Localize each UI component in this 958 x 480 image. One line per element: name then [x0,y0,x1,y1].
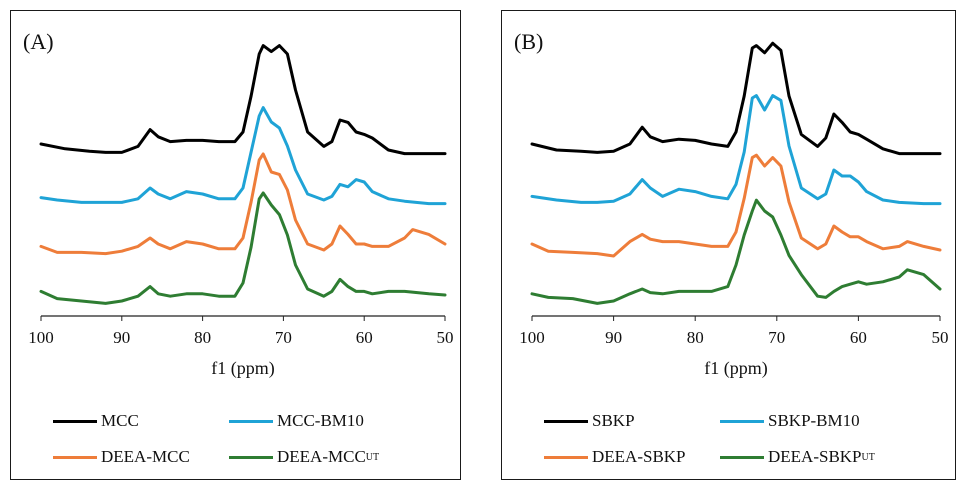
chart-panel-b: 100 90 80 70 60 50 f1 (ppm) (B) SBKP SBKP-BM10 D… [501,10,956,480]
series-line-0 [39,44,447,156]
legend-swatch [229,455,273,459]
legend-b: SBKP SBKP-BM10 DEEA-SBKP DEEA-SBKP UT [502,403,955,473]
legend-swatch [720,455,764,459]
legend-swatch [544,455,588,459]
x-tick-label: 90 [113,328,130,347]
series-line-2 [530,153,942,258]
legend-swatch [53,419,97,423]
x-tick-label: 100 [28,328,54,347]
legend-item: DEEA-SBKP [544,447,686,467]
legend-swatch [53,455,97,459]
x-tick-label: 70 [275,328,292,347]
legend-a: MCC MCC-BM10 DEEA-MCC DEEA-MCC UT [11,403,460,473]
legend-label-superscript: UT [861,451,875,463]
legend-item: MCC-BM10 [229,411,364,431]
legend-label: DEEA-MCC [101,447,190,466]
x-tick-label: 50 [932,328,949,347]
legend-label: SBKP [592,411,635,430]
legend-label: DEEA-SBKP [592,447,686,466]
x-tick-label: 80 [687,328,704,347]
legend-label: MCC-BM10 [277,411,364,430]
legend-label: DEEA-MCC [277,447,366,466]
x-tick-label: 60 [850,328,867,347]
x-tick-label: 50 [437,328,454,347]
x-tick-label: 80 [194,328,211,347]
panel-label-a: (A) [23,29,54,54]
series-line-0 [530,41,942,156]
series-line-3 [39,191,447,305]
legend-label-superscript: UT [365,451,380,463]
nmr-spectrum-b: 100 90 80 70 60 50 f1 (ppm) [519,41,949,379]
legend-item: DEEA-MCC UT [229,447,379,467]
x-tick-label: 90 [605,328,622,347]
series-line-1 [530,94,942,206]
chart-panel-a: 100 90 80 70 60 50 f1 (ppm) (A) MCC MCC-BM10 DEE… [10,10,461,480]
x-axis-title: f1 (ppm) [704,358,767,379]
series-line-3 [530,198,942,305]
legend-item: DEEA-SBKP UT [720,447,875,467]
x-tick-label: 60 [356,328,373,347]
legend-item: SBKP [544,411,635,431]
nmr-spectrum-a: 100 90 80 70 60 50 f1 (ppm) [28,44,454,379]
x-tick-label: 70 [768,328,785,347]
legend-item: DEEA-MCC [53,447,190,467]
legend-label: MCC [101,411,139,430]
series-line-1 [39,106,447,206]
series-line-2 [39,152,447,256]
legend-label: DEEA-SBKP [768,447,862,466]
panel-label-b: (B) [514,29,544,54]
legend-swatch [544,419,588,423]
legend-swatch [229,419,273,423]
x-axis-title: f1 (ppm) [211,358,274,379]
legend-item: MCC [53,411,139,431]
legend-swatch [720,419,764,423]
x-tick-label: 100 [519,328,545,347]
legend-label: SBKP-BM10 [768,411,860,430]
legend-item: SBKP-BM10 [720,411,860,431]
